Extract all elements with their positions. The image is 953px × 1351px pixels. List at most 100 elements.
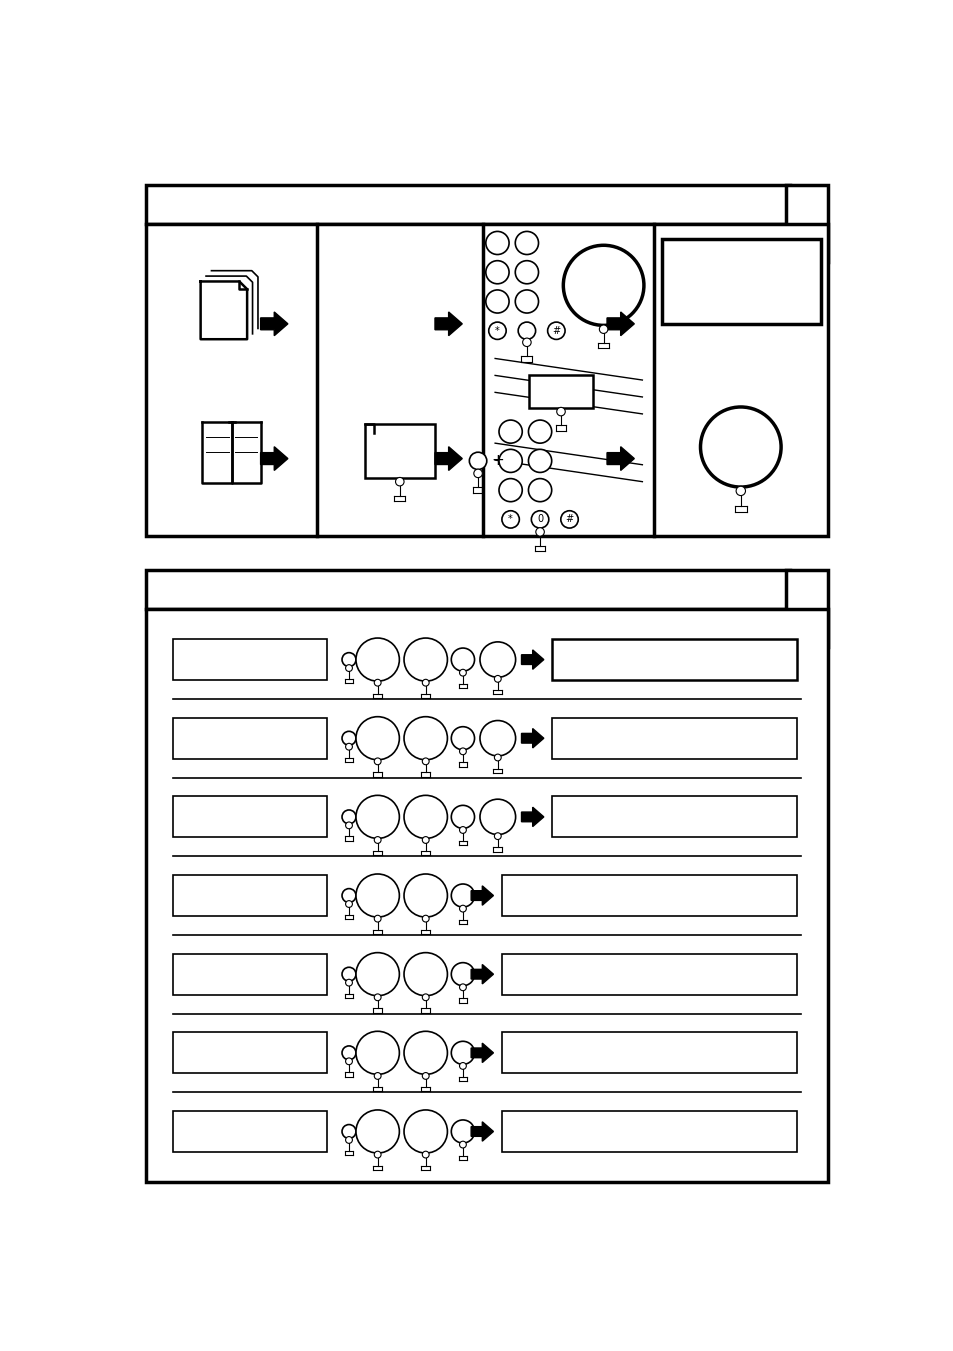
Circle shape — [459, 669, 466, 676]
Circle shape — [515, 261, 537, 284]
Circle shape — [560, 511, 578, 528]
Circle shape — [355, 952, 399, 996]
Circle shape — [459, 984, 466, 990]
FancyArrow shape — [260, 312, 288, 335]
Circle shape — [374, 1151, 380, 1158]
Bar — [173, 1032, 327, 1073]
Circle shape — [355, 638, 399, 681]
Bar — [501, 875, 797, 916]
Circle shape — [374, 680, 380, 686]
Circle shape — [374, 1073, 380, 1079]
FancyArrow shape — [471, 1121, 493, 1142]
Bar — [173, 717, 327, 759]
FancyArrow shape — [521, 807, 543, 827]
Bar — [146, 185, 789, 224]
Circle shape — [547, 322, 564, 339]
Circle shape — [598, 326, 607, 334]
Circle shape — [498, 420, 521, 443]
Circle shape — [485, 231, 509, 254]
Circle shape — [342, 731, 355, 746]
FancyArrow shape — [260, 447, 288, 470]
Circle shape — [355, 796, 399, 839]
Bar — [146, 224, 827, 535]
Text: +: + — [576, 263, 589, 281]
Circle shape — [404, 952, 447, 996]
Circle shape — [342, 889, 355, 902]
Circle shape — [485, 261, 509, 284]
Circle shape — [345, 743, 352, 750]
Text: #: # — [552, 326, 559, 336]
Circle shape — [422, 1073, 429, 1079]
Circle shape — [459, 1062, 466, 1070]
Bar — [173, 797, 327, 838]
Circle shape — [515, 231, 537, 254]
Circle shape — [422, 758, 429, 765]
FancyArrow shape — [435, 312, 462, 335]
FancyArrow shape — [435, 447, 462, 470]
Circle shape — [459, 748, 466, 755]
FancyArrow shape — [471, 1043, 493, 1062]
Circle shape — [345, 1058, 352, 1065]
Text: *: * — [495, 326, 499, 336]
Text: +: + — [491, 454, 503, 469]
FancyArrow shape — [521, 728, 543, 748]
Circle shape — [498, 478, 521, 501]
Bar — [529, 376, 592, 408]
Circle shape — [404, 1031, 447, 1074]
Circle shape — [404, 638, 447, 681]
Circle shape — [501, 511, 518, 528]
Circle shape — [345, 901, 352, 908]
Circle shape — [374, 915, 380, 921]
Bar — [501, 954, 797, 994]
Circle shape — [404, 1111, 447, 1152]
Circle shape — [517, 322, 535, 339]
Bar — [501, 1111, 797, 1152]
Circle shape — [479, 800, 515, 835]
Circle shape — [395, 477, 404, 486]
Circle shape — [562, 246, 643, 326]
Circle shape — [342, 1046, 355, 1059]
Circle shape — [422, 1151, 429, 1158]
Bar — [552, 717, 797, 759]
Circle shape — [355, 716, 399, 759]
Circle shape — [515, 290, 537, 313]
Circle shape — [459, 1142, 466, 1148]
Circle shape — [536, 528, 544, 536]
Bar — [552, 639, 797, 680]
Circle shape — [522, 338, 531, 347]
Bar — [146, 609, 827, 1182]
Bar — [173, 875, 327, 916]
Circle shape — [494, 676, 500, 682]
Circle shape — [342, 653, 355, 666]
Bar — [173, 954, 327, 994]
Text: 0: 0 — [537, 515, 542, 524]
Circle shape — [342, 811, 355, 824]
Text: #: # — [565, 515, 573, 524]
Circle shape — [342, 967, 355, 981]
Circle shape — [374, 994, 380, 1001]
Circle shape — [557, 408, 565, 416]
Bar — [365, 424, 435, 478]
Circle shape — [479, 642, 515, 677]
FancyArrow shape — [606, 447, 634, 470]
Bar — [785, 570, 827, 647]
Circle shape — [451, 648, 474, 671]
Text: *: * — [508, 515, 513, 524]
Circle shape — [700, 407, 781, 488]
Circle shape — [451, 805, 474, 828]
Circle shape — [422, 680, 429, 686]
Circle shape — [459, 827, 466, 834]
Circle shape — [528, 450, 551, 473]
Circle shape — [404, 716, 447, 759]
Circle shape — [488, 322, 506, 339]
Circle shape — [531, 511, 548, 528]
Circle shape — [459, 905, 466, 912]
Circle shape — [451, 1120, 474, 1143]
Circle shape — [355, 1111, 399, 1152]
Circle shape — [494, 754, 500, 761]
Circle shape — [479, 720, 515, 757]
Circle shape — [451, 1042, 474, 1065]
Circle shape — [345, 821, 352, 828]
Bar — [173, 639, 327, 680]
Circle shape — [528, 478, 551, 501]
